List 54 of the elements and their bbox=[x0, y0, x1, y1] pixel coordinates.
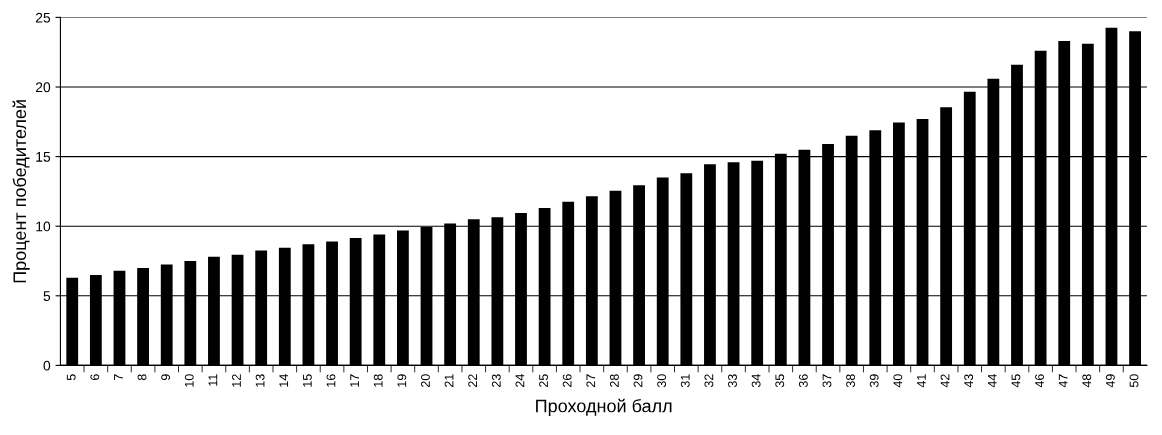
x-tick-label: 5 bbox=[66, 374, 76, 381]
y-tick-label: 0 bbox=[43, 360, 51, 371]
x-axis-title: Проходной балл bbox=[536, 398, 672, 416]
x-tick-label: 46 bbox=[1035, 374, 1044, 388]
x-tick-label: 38 bbox=[846, 374, 856, 388]
x-tick-label: 21 bbox=[444, 374, 454, 388]
x-tick-label: 28 bbox=[609, 374, 619, 388]
x-tick-label: 30 bbox=[657, 374, 667, 388]
x-tick-label: 34 bbox=[751, 374, 761, 388]
x-tick-label: 23 bbox=[491, 374, 501, 388]
x-tick-label: 29 bbox=[633, 374, 643, 388]
y-tick-label: 20 bbox=[35, 82, 51, 93]
x-tick-label: 35 bbox=[775, 374, 785, 388]
x-tick-label: 42 bbox=[940, 374, 950, 388]
x-tick-label: 20 bbox=[421, 374, 430, 388]
x-tick-label: 45 bbox=[1011, 374, 1021, 388]
x-tick-label: 7 bbox=[114, 374, 123, 381]
x-tick-label: 10 bbox=[184, 374, 194, 387]
x-tick-label: 43 bbox=[964, 374, 974, 388]
x-tick-label: 6 bbox=[90, 374, 100, 381]
x-tick-label: 12 bbox=[232, 374, 241, 387]
x-tick-label: 16 bbox=[326, 374, 336, 387]
x-tick-label: 14 bbox=[279, 374, 289, 387]
x-tick-label: 25 bbox=[539, 374, 548, 388]
y-tick-label: 15 bbox=[36, 152, 51, 162]
x-tick-label: 15 bbox=[303, 374, 312, 387]
x-tick-label: 26 bbox=[562, 374, 572, 388]
y-tick-label: 10 bbox=[36, 221, 51, 232]
x-tick-label: 9 bbox=[161, 374, 171, 381]
x-tick-label: 41 bbox=[917, 374, 926, 388]
x-tick-label: 40 bbox=[893, 374, 903, 388]
x-tick-label: 18 bbox=[373, 374, 383, 387]
x-tick-label: 32 bbox=[704, 374, 714, 388]
x-tick-label: 33 bbox=[728, 374, 737, 388]
x-tick-label: 31 bbox=[680, 374, 690, 388]
x-tick-label: 17 bbox=[350, 374, 359, 387]
x-tick-label: 39 bbox=[869, 374, 879, 388]
x-tick-label: 49 bbox=[1105, 374, 1115, 388]
x-tick-label: 22 bbox=[468, 374, 477, 388]
x-tick-label: 44 bbox=[988, 374, 997, 388]
x-tick-label: 36 bbox=[798, 374, 808, 388]
y-tick-label: 5 bbox=[43, 291, 51, 301]
x-tick-label: 47 bbox=[1058, 374, 1068, 388]
x-tick-label: 24 bbox=[515, 374, 525, 388]
x-tick-label: 37 bbox=[822, 374, 832, 388]
x-tick-label: 11 bbox=[208, 374, 218, 386]
x-tick-label: 50 bbox=[1129, 374, 1139, 388]
x-tick-label: 19 bbox=[397, 374, 407, 387]
x-tick-label: 8 bbox=[137, 374, 147, 381]
x-tick-label: 13 bbox=[255, 374, 265, 387]
x-tick-label: 48 bbox=[1082, 374, 1092, 388]
y-tick-label: 25 bbox=[35, 12, 51, 23]
x-tick-label: 27 bbox=[586, 374, 596, 388]
y-axis-title: Процент победителей bbox=[12, 100, 30, 283]
